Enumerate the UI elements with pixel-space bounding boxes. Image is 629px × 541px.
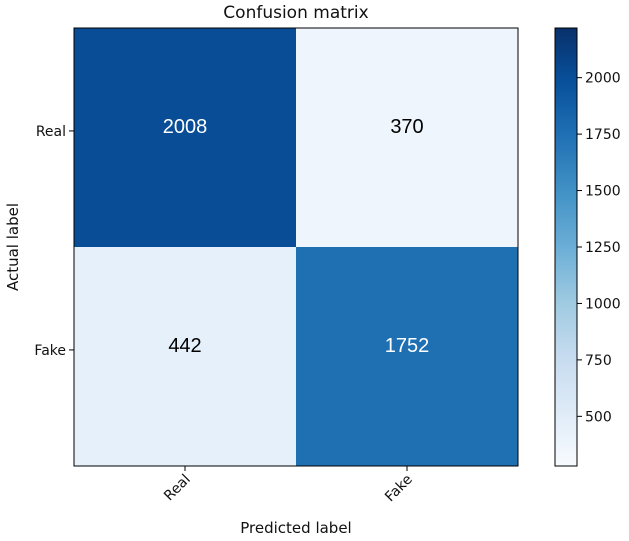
plot-frame [73,27,519,467]
cell-value-label: 370 [390,116,423,138]
colorbar-tick-label: 500 [585,409,612,425]
heatmap-cell [74,28,296,247]
y-axis-ticks: Real Fake [34,124,74,359]
colorbar-tick-label: 750 [585,353,612,369]
y-axis-label: Actual label [4,203,22,291]
heatmap-cell [296,28,518,247]
cell-value-label: 1752 [385,335,430,357]
heatmap-cell [296,247,518,466]
cell-value-label: 2008 [163,116,208,138]
colorbar-tick-label: 1750 [585,127,621,143]
y-tick-label: Fake [34,343,66,359]
colorbar-tick-label: 1500 [585,184,621,200]
x-axis-label: Predicted label [240,519,351,537]
x-tick-label: Real [161,472,194,505]
colorbar-tick-label: 1250 [585,240,621,256]
cell-value-label: 442 [168,335,201,357]
chart-title: Confusion matrix [223,3,368,23]
colorbar-ticks: 500 750 1000 1250 1500 1750 2000 [577,71,621,425]
colorbar-tick-label: 1000 [585,296,621,312]
colorbar [554,27,578,467]
heatmap-cell [74,247,296,466]
heatmap-cells: 2008 370 442 1752 [74,28,518,466]
x-tick-label: Fake [382,472,416,506]
colorbar-tick-label: 2000 [585,71,621,87]
x-axis-ticks: Real Fake [161,466,416,505]
y-tick-label: Real [36,124,66,140]
